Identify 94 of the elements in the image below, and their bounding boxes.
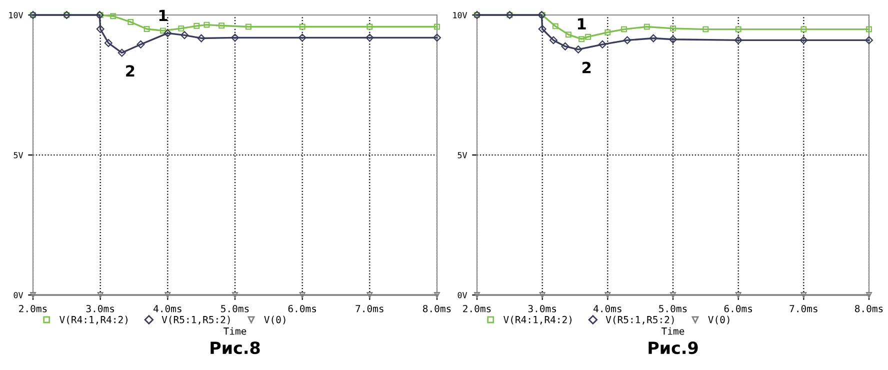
x-tick-label: 3.0ms [86, 304, 114, 312]
point [735, 26, 742, 32]
point [194, 22, 200, 29]
point [366, 292, 373, 298]
x-tick-label: 2.0ms [463, 304, 491, 312]
point [578, 36, 585, 42]
point [144, 26, 150, 32]
annotation: 1 [159, 10, 168, 22]
point [178, 25, 184, 32]
y-tick-label: 0V [14, 292, 24, 298]
point [231, 34, 239, 42]
point [734, 36, 742, 44]
x-tick-label: 2.0ms [19, 304, 47, 312]
x-axis-title: Time [662, 327, 684, 335]
y-tick-label: 10V [9, 12, 24, 18]
x-tick-label: 7.0ms [356, 304, 384, 312]
point [549, 36, 558, 44]
point [800, 292, 807, 298]
point [866, 292, 872, 298]
point [366, 34, 374, 42]
legend-label: V(0) [708, 316, 730, 324]
point [104, 39, 112, 47]
point [644, 24, 650, 30]
point [649, 34, 658, 42]
annotation: 2 [582, 62, 591, 74]
point [800, 26, 807, 32]
point [110, 13, 116, 20]
x-tick-label: 6.0ms [724, 304, 752, 312]
point [565, 32, 572, 38]
point [702, 26, 709, 32]
x-tick-label: 8.0ms [422, 304, 451, 312]
point [670, 25, 676, 32]
point [218, 22, 225, 29]
point [604, 29, 611, 36]
point [299, 292, 306, 298]
point [474, 292, 480, 298]
point [366, 24, 373, 30]
x-tick-label: 6.0ms [288, 304, 316, 312]
point [538, 25, 546, 33]
point [670, 292, 676, 298]
point [604, 292, 611, 298]
legend-label: V(R4:1,R4:2) [60, 316, 128, 324]
annotation: 2 [126, 65, 134, 76]
x-tick-label: 5.0ms [221, 304, 249, 312]
point [800, 36, 808, 44]
point [552, 23, 558, 30]
point [561, 42, 570, 50]
annotation: 1 [578, 18, 586, 30]
point [598, 40, 606, 48]
point [164, 292, 171, 298]
point [585, 34, 592, 40]
point [245, 24, 252, 30]
x-tick-label: 4.0ms [594, 304, 622, 312]
x-tick-label: 4.0ms [154, 304, 182, 312]
point [574, 45, 582, 54]
legend-label: V(0) [264, 316, 286, 324]
point [30, 292, 36, 298]
x-axis-title: Time [224, 327, 246, 335]
point [434, 24, 440, 30]
point [197, 34, 206, 42]
point [621, 26, 627, 32]
point [298, 34, 306, 42]
legend-label: V(R4:1,R4:2) [504, 316, 572, 324]
x-tick-label: 7.0ms [790, 304, 818, 312]
point [735, 292, 742, 298]
point [136, 40, 145, 48]
point [434, 292, 440, 298]
y-tick-label: 5V [14, 152, 24, 158]
y-tick-label: 5V [458, 152, 468, 158]
point [180, 31, 188, 40]
point [118, 48, 126, 57]
x-tick-label: 3.0ms [528, 304, 556, 312]
point [866, 26, 872, 32]
x-tick-label: 5.0ms [659, 304, 687, 312]
point [164, 29, 172, 38]
point [669, 35, 677, 44]
point [160, 28, 166, 34]
point [97, 292, 104, 298]
point [539, 292, 546, 298]
text: Рис.9 [648, 342, 698, 354]
point [232, 292, 238, 298]
y-tick-label: 10V [453, 12, 468, 18]
point [128, 19, 134, 25]
legend-label: V(R5:1,R5:2) [162, 316, 230, 324]
point [96, 25, 104, 33]
point [623, 36, 632, 44]
point [299, 24, 306, 30]
point [204, 22, 210, 28]
point [433, 34, 441, 42]
text: Рис.8 [210, 341, 260, 354]
x-tick-label: 8.0ms [854, 304, 883, 312]
legend-label: V(R5:1,R5:2) [606, 316, 674, 324]
y-tick-label: 0V [458, 292, 468, 298]
point [865, 36, 873, 44]
